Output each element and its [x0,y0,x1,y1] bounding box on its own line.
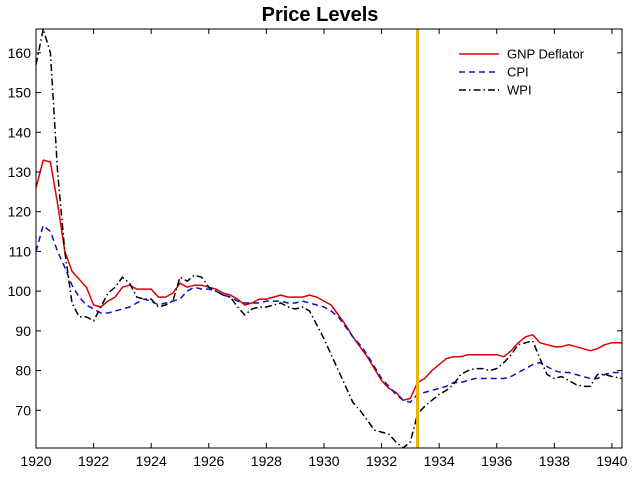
legend-label-wpi: WPI [507,83,532,98]
x-tick-label: 1936 [481,453,512,469]
x-tick-label: 1922 [78,453,109,469]
y-tick-label: 150 [8,85,32,101]
y-tick-label: 80 [15,363,31,379]
y-tick-label: 130 [8,164,32,180]
x-tick-label: 1928 [251,453,282,469]
series-layer [36,29,622,448]
legend-label-cpi: CPI [507,65,529,80]
series-line-cpi [36,224,622,404]
y-tick-label: 90 [15,323,31,339]
y-tick-label: 70 [15,402,31,418]
x-tick-label: 1938 [539,453,570,469]
y-tick-label: 110 [9,243,32,259]
x-tick-label: 1926 [193,453,224,469]
series-line-wpi [36,29,622,448]
x-tick-label: 1932 [366,453,397,469]
chart-title: Price Levels [261,4,379,26]
legend-layer: GNP Deflator CPI WPI [459,47,585,98]
y-tick-label: 140 [8,124,32,140]
x-tick-label: 1930 [308,453,339,469]
y-tick-label: 100 [8,283,32,299]
y-tick-label: 120 [8,204,32,220]
series-line-gnp-deflator [36,159,622,402]
x-tick-label: 1924 [136,453,167,469]
x-tick-label: 1934 [424,453,455,469]
legend-label-gnp-deflator: GNP Deflator [507,47,585,62]
y-tick-label: 160 [8,45,32,61]
axes-layer: 1920 1922 1924 1926 1928 1930 1932 1934 1936 1938… [8,28,628,469]
x-tick-label: 1920 [20,453,51,469]
x-tick-label: 1940 [596,453,627,469]
plot-frame [35,28,623,449]
